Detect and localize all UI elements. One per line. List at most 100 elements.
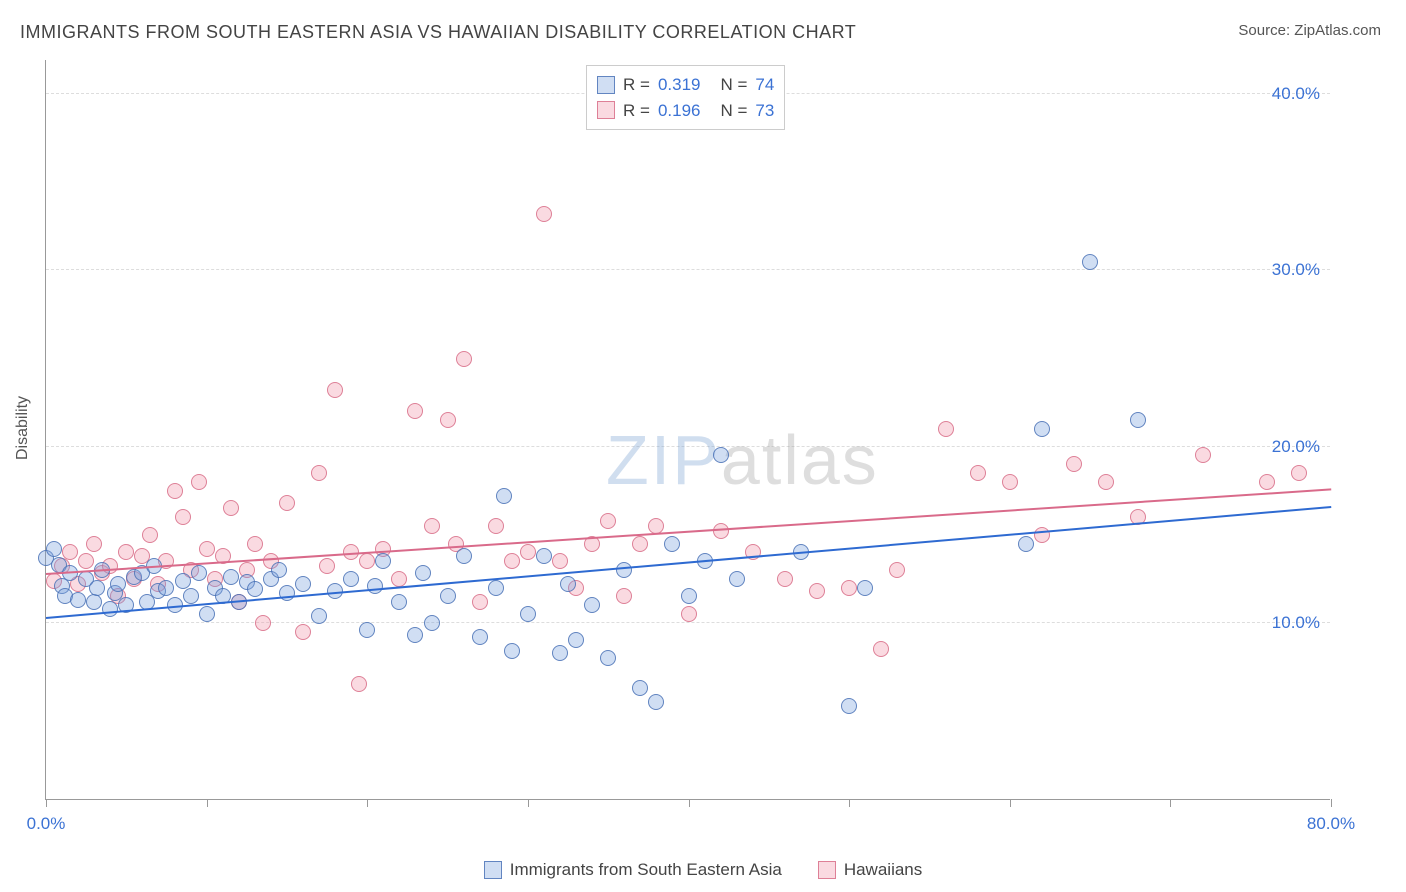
data-point <box>1002 474 1018 490</box>
y-tick-label: 20.0% <box>1272 437 1320 457</box>
x-tick-label: 0.0% <box>27 814 66 834</box>
data-point <box>632 680 648 696</box>
x-tick-label: 80.0% <box>1307 814 1355 834</box>
data-point <box>351 676 367 692</box>
data-point <box>359 553 375 569</box>
x-tick <box>1010 799 1011 807</box>
data-point <box>456 548 472 564</box>
data-point <box>223 500 239 516</box>
data-point <box>496 488 512 504</box>
data-point <box>456 351 472 367</box>
legend-swatch <box>484 861 502 879</box>
data-point <box>873 641 889 657</box>
data-point <box>247 536 263 552</box>
legend-r-label: R = <box>623 98 650 124</box>
data-point <box>175 573 191 589</box>
data-point <box>158 580 174 596</box>
data-point <box>729 571 745 587</box>
legend-bottom: Immigrants from South Eastern Asia Hawaii… <box>0 860 1406 884</box>
data-point <box>504 553 520 569</box>
data-point <box>311 608 327 624</box>
data-point <box>504 643 520 659</box>
data-point <box>648 694 664 710</box>
data-point <box>86 536 102 552</box>
legend-swatch <box>818 861 836 879</box>
plot-area: 10.0%20.0%30.0%40.0%0.0%80.0%ZIPatlasR =… <box>45 60 1330 800</box>
data-point <box>552 645 568 661</box>
source-value: ZipAtlas.com <box>1294 22 1381 39</box>
legend-r-label: R = <box>623 72 650 98</box>
data-point <box>713 523 729 539</box>
legend-n-value: 74 <box>755 72 774 98</box>
data-point <box>1291 465 1307 481</box>
data-point <box>424 518 440 534</box>
data-point <box>407 627 423 643</box>
x-tick <box>46 799 47 807</box>
data-point <box>118 544 134 560</box>
watermark: ZIPatlas <box>606 420 879 500</box>
data-point <box>1259 474 1275 490</box>
data-point <box>440 588 456 604</box>
data-point <box>488 518 504 534</box>
data-point <box>86 594 102 610</box>
gridline <box>46 269 1330 270</box>
y-tick-label: 40.0% <box>1272 84 1320 104</box>
data-point <box>1195 447 1211 463</box>
data-point <box>440 412 456 428</box>
legend-item: Hawaiians <box>818 860 922 880</box>
source-label: Source: <box>1238 22 1294 39</box>
legend-n-label: N = <box>720 98 747 124</box>
legend-row: R = 0.196 N = 73 <box>597 98 774 124</box>
legend-n-value: 73 <box>755 98 774 124</box>
x-tick <box>849 799 850 807</box>
data-point <box>102 601 118 617</box>
legend-swatch <box>597 76 615 94</box>
legend-r-value: 0.196 <box>658 98 701 124</box>
data-point <box>415 565 431 581</box>
legend-swatch <box>597 101 615 119</box>
y-tick-label: 10.0% <box>1272 613 1320 633</box>
data-point <box>142 527 158 543</box>
data-point <box>488 580 504 596</box>
data-point <box>359 622 375 638</box>
data-point <box>327 382 343 398</box>
data-point <box>472 594 488 610</box>
data-point <box>889 562 905 578</box>
data-point <box>536 206 552 222</box>
data-point <box>247 581 263 597</box>
data-point <box>70 592 86 608</box>
data-point <box>1066 456 1082 472</box>
data-point <box>167 483 183 499</box>
data-point <box>713 447 729 463</box>
data-point <box>191 474 207 490</box>
data-point <box>600 513 616 529</box>
data-point <box>1082 254 1098 270</box>
data-point <box>841 698 857 714</box>
data-point <box>407 403 423 419</box>
data-point <box>343 571 359 587</box>
data-point <box>223 569 239 585</box>
data-point <box>46 541 62 557</box>
data-point <box>584 597 600 613</box>
data-point <box>255 615 271 631</box>
data-point <box>841 580 857 596</box>
data-point <box>1034 527 1050 543</box>
data-point <box>175 509 191 525</box>
data-point <box>110 576 126 592</box>
data-point <box>1130 412 1146 428</box>
data-point <box>295 624 311 640</box>
data-point <box>311 465 327 481</box>
data-point <box>632 536 648 552</box>
data-point <box>664 536 680 552</box>
data-point <box>271 562 287 578</box>
data-point <box>520 544 536 560</box>
data-point <box>552 553 568 569</box>
x-tick <box>528 799 529 807</box>
data-point <box>1018 536 1034 552</box>
data-point <box>600 650 616 666</box>
data-point <box>78 553 94 569</box>
data-point <box>199 606 215 622</box>
legend-item: Immigrants from South Eastern Asia <box>484 860 782 880</box>
chart-title: IMMIGRANTS FROM SOUTH EASTERN ASIA VS HA… <box>20 22 856 43</box>
data-point <box>191 565 207 581</box>
